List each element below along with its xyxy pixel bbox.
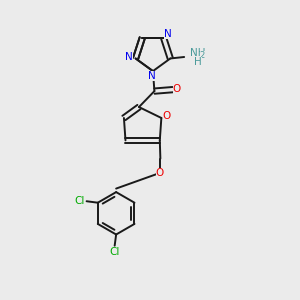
Text: Cl: Cl: [74, 196, 85, 206]
Text: N: N: [164, 28, 172, 39]
Text: O: O: [156, 168, 164, 178]
Text: N: N: [148, 71, 155, 81]
Text: 2: 2: [200, 51, 205, 60]
Text: NH: NH: [190, 48, 206, 58]
Text: N: N: [125, 52, 133, 62]
Text: O: O: [173, 84, 181, 94]
Text: Cl: Cl: [110, 247, 120, 257]
Text: H: H: [194, 57, 202, 67]
Text: O: O: [163, 111, 171, 121]
